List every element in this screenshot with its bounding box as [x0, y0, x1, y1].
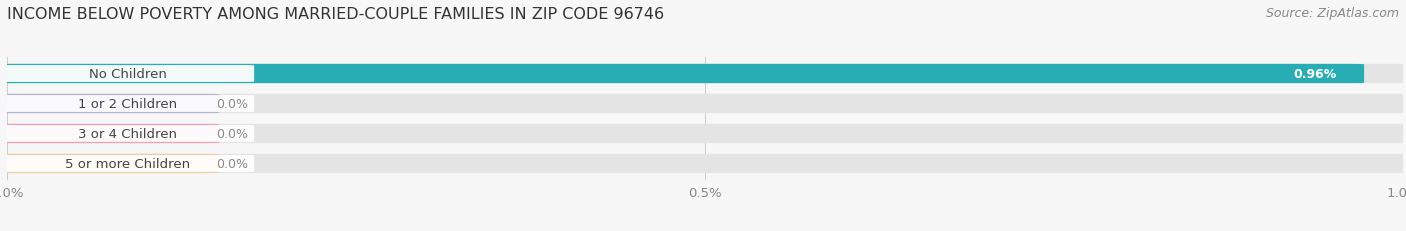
Text: 0.0%: 0.0% — [217, 128, 249, 140]
Text: 1 or 2 Children: 1 or 2 Children — [79, 97, 177, 110]
Text: Source: ZipAtlas.com: Source: ZipAtlas.com — [1265, 7, 1399, 20]
FancyBboxPatch shape — [0, 154, 219, 173]
FancyBboxPatch shape — [0, 124, 219, 143]
FancyBboxPatch shape — [0, 94, 1406, 114]
Text: No Children: No Children — [89, 68, 167, 81]
FancyBboxPatch shape — [0, 64, 1406, 84]
FancyBboxPatch shape — [0, 154, 1406, 173]
Text: 3 or 4 Children: 3 or 4 Children — [79, 128, 177, 140]
FancyBboxPatch shape — [0, 124, 1406, 143]
Text: 0.0%: 0.0% — [217, 157, 249, 170]
FancyBboxPatch shape — [1, 66, 254, 82]
FancyBboxPatch shape — [1, 155, 254, 172]
Text: 0.0%: 0.0% — [217, 97, 249, 110]
Text: 0.96%: 0.96% — [1294, 68, 1336, 81]
FancyBboxPatch shape — [0, 64, 1364, 84]
Text: INCOME BELOW POVERTY AMONG MARRIED-COUPLE FAMILIES IN ZIP CODE 96746: INCOME BELOW POVERTY AMONG MARRIED-COUPL… — [7, 7, 664, 22]
Text: 5 or more Children: 5 or more Children — [65, 157, 190, 170]
FancyBboxPatch shape — [1, 125, 254, 142]
FancyBboxPatch shape — [1, 96, 254, 112]
FancyBboxPatch shape — [0, 94, 219, 114]
